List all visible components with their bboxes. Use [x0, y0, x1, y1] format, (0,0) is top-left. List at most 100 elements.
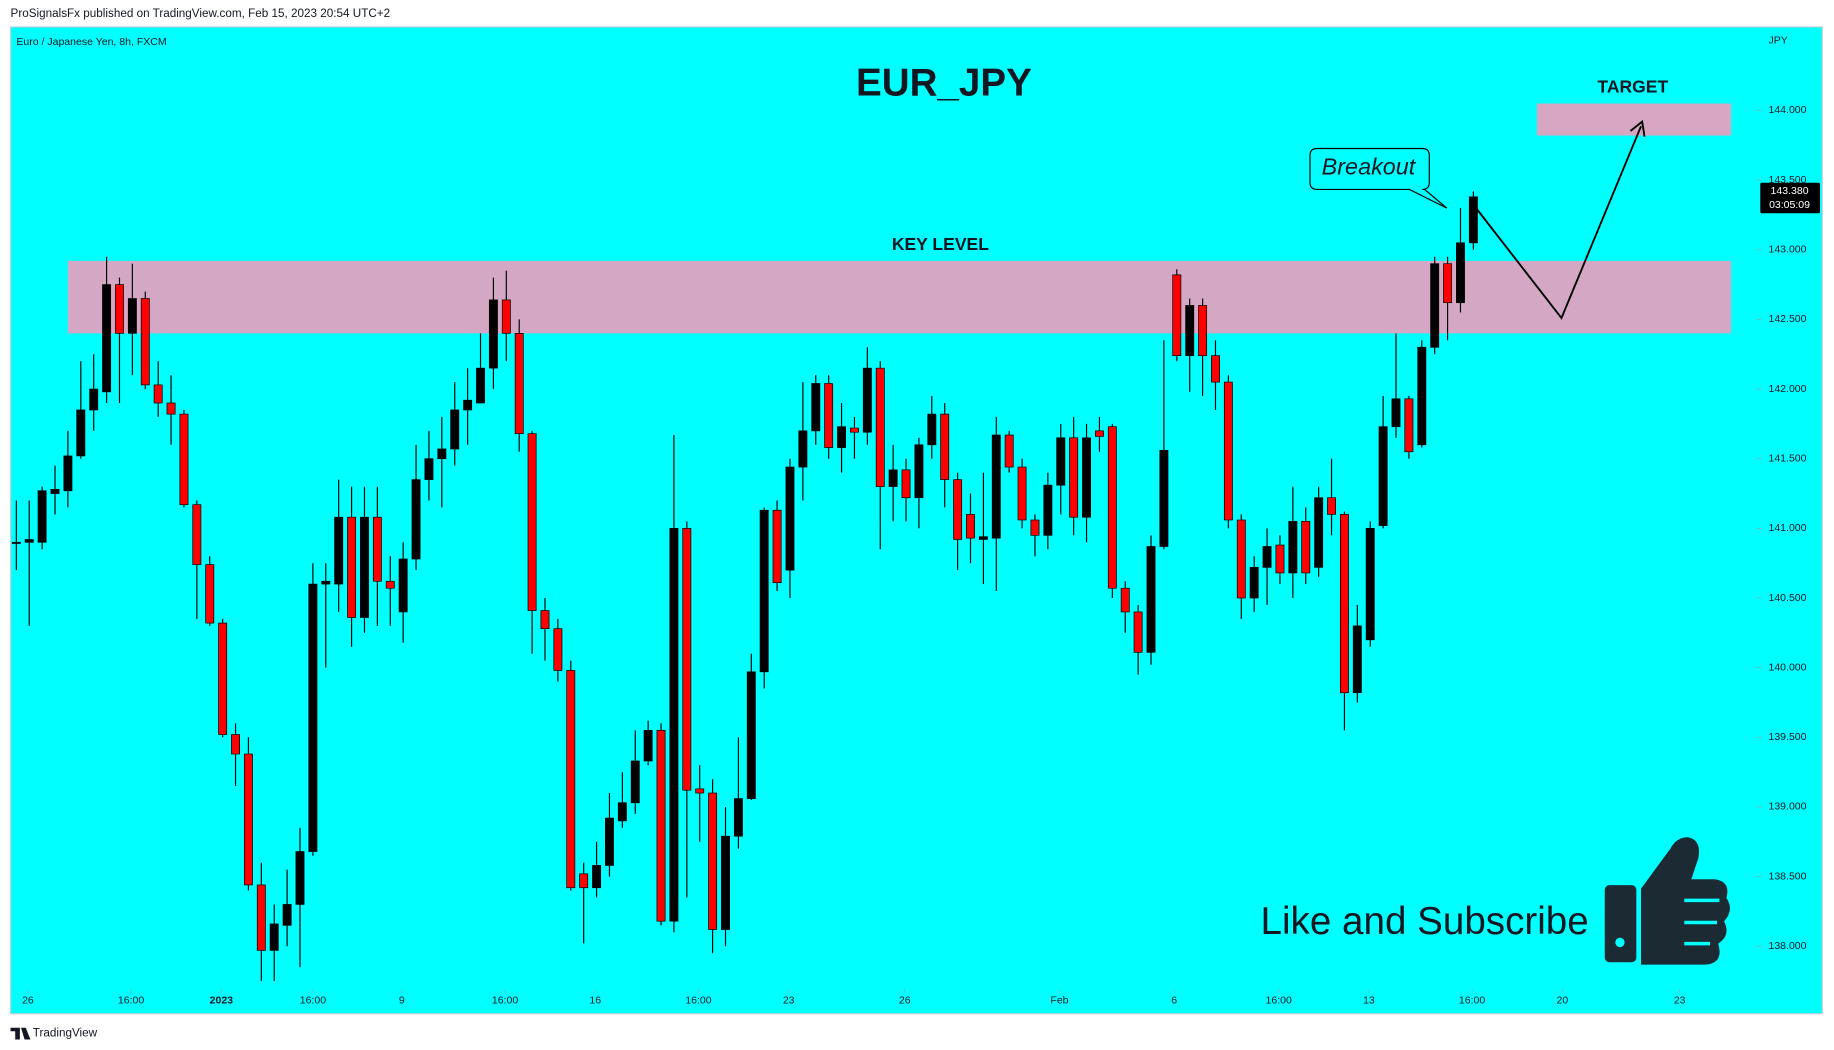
icon-dot — [1615, 937, 1625, 948]
candle-body — [1159, 449, 1169, 547]
candle-body — [1275, 544, 1285, 574]
arrow-path — [1475, 125, 1642, 320]
subscribe-text: Like and Subscribe — [1261, 900, 1589, 943]
x-tick-label: 20 — [1556, 995, 1568, 1007]
candle-body — [1249, 567, 1259, 599]
candle-body — [372, 516, 382, 582]
x-tick-label: 16:00 — [1459, 995, 1485, 1007]
y-tick-label: 138.000 — [1769, 940, 1807, 952]
candle-body — [1327, 497, 1336, 515]
candle-body — [424, 458, 434, 480]
candle-body — [321, 580, 331, 585]
candle-body — [1069, 437, 1079, 518]
candle-body — [1391, 398, 1401, 428]
candle-body — [721, 835, 730, 930]
symbol-label: Euro / Japanese Yen, 8h, FXCM — [16, 36, 166, 48]
candle-body — [978, 536, 988, 540]
candle-body — [1185, 305, 1195, 356]
candle-body — [811, 383, 821, 432]
candle-body — [1365, 528, 1375, 641]
candle-body — [901, 469, 911, 499]
candle-body — [1211, 355, 1220, 383]
y-tick-label: 140.000 — [1769, 661, 1807, 673]
x-tick-label: 16:00 — [118, 995, 144, 1007]
x-tick-label: 16:00 — [685, 995, 711, 1007]
y-tick-label: 139.500 — [1769, 731, 1807, 743]
candle-body — [888, 469, 898, 487]
candle-body — [940, 413, 950, 480]
candle-body — [411, 479, 421, 560]
x-tick-label: 16 — [589, 995, 601, 1007]
candle-body — [1352, 625, 1362, 694]
candle-body — [1107, 426, 1117, 589]
candle-body — [166, 402, 176, 415]
candle-body — [347, 516, 357, 618]
candle-body — [127, 298, 137, 334]
chart-background — [9, 26, 1823, 1015]
candle-body — [437, 448, 447, 460]
candle-body — [605, 817, 614, 866]
candle-body — [463, 399, 473, 411]
footer: TradingView — [10, 1027, 98, 1040]
candle-body — [1236, 519, 1246, 599]
y-tick-label: 140.500 — [1769, 592, 1807, 604]
candle-body — [115, 284, 124, 334]
candle-body — [875, 367, 885, 487]
x-tick-label: 16:00 — [300, 995, 326, 1007]
candle-body — [1314, 497, 1324, 568]
candle-body — [1172, 274, 1182, 356]
candle-body — [1378, 426, 1388, 526]
x-tick-label: 13 — [1363, 995, 1375, 1007]
page-header: ProSignalsFx published on TradingView.co… — [11, 7, 391, 20]
icon-cuff — [1604, 885, 1637, 963]
candle-body — [669, 528, 679, 922]
candle-body — [76, 409, 86, 457]
candle-body — [334, 516, 344, 585]
candle-body — [850, 427, 859, 433]
y-tick-label: 138.500 — [1769, 870, 1807, 882]
candle-body — [914, 444, 924, 499]
candle-body — [37, 490, 47, 543]
candle-body — [11, 541, 21, 544]
projection-arrow — [1475, 119, 1646, 320]
zones: KEY LEVEL TARGET — [67, 76, 1732, 334]
y-tick-label: 142.500 — [1769, 313, 1807, 325]
last-price-box — [1760, 182, 1820, 214]
candle-body — [553, 628, 563, 671]
candle-body — [1468, 196, 1478, 244]
zone — [1536, 103, 1732, 136]
candle-body — [140, 298, 150, 386]
x-tick-label: 26 — [899, 995, 911, 1007]
candle-body — [1030, 519, 1040, 536]
footer-text: TradingView — [33, 1027, 98, 1040]
zone — [67, 260, 1732, 334]
candle-body — [927, 413, 937, 446]
candle-body — [192, 504, 202, 565]
candle-body — [476, 367, 485, 404]
icon-fingers — [1684, 898, 1720, 946]
candle-body — [1082, 437, 1091, 518]
candle-body — [295, 851, 305, 905]
candle-body — [540, 610, 550, 629]
candle-body — [1056, 437, 1066, 486]
candle-body — [1133, 611, 1143, 653]
candle-body — [205, 564, 215, 624]
zone-label: TARGET — [1597, 76, 1668, 96]
candle-body — [488, 299, 498, 369]
candles — [11, 191, 1478, 982]
candle-body — [824, 383, 834, 448]
x-tick-label: 16:00 — [1266, 995, 1292, 1007]
candle-body — [269, 923, 279, 951]
candle-body — [772, 509, 782, 584]
candle-body — [1288, 521, 1298, 574]
candle-body — [966, 514, 975, 539]
candle-body — [1198, 305, 1208, 356]
candle-body — [708, 792, 718, 930]
y-tick-label: 144.000 — [1769, 104, 1807, 116]
y-tick-label: 142.000 — [1769, 383, 1807, 395]
candle-body — [953, 479, 963, 540]
candle-body — [231, 734, 240, 755]
x-tick-label: 23 — [1674, 995, 1686, 1007]
candle-body — [1262, 546, 1272, 568]
